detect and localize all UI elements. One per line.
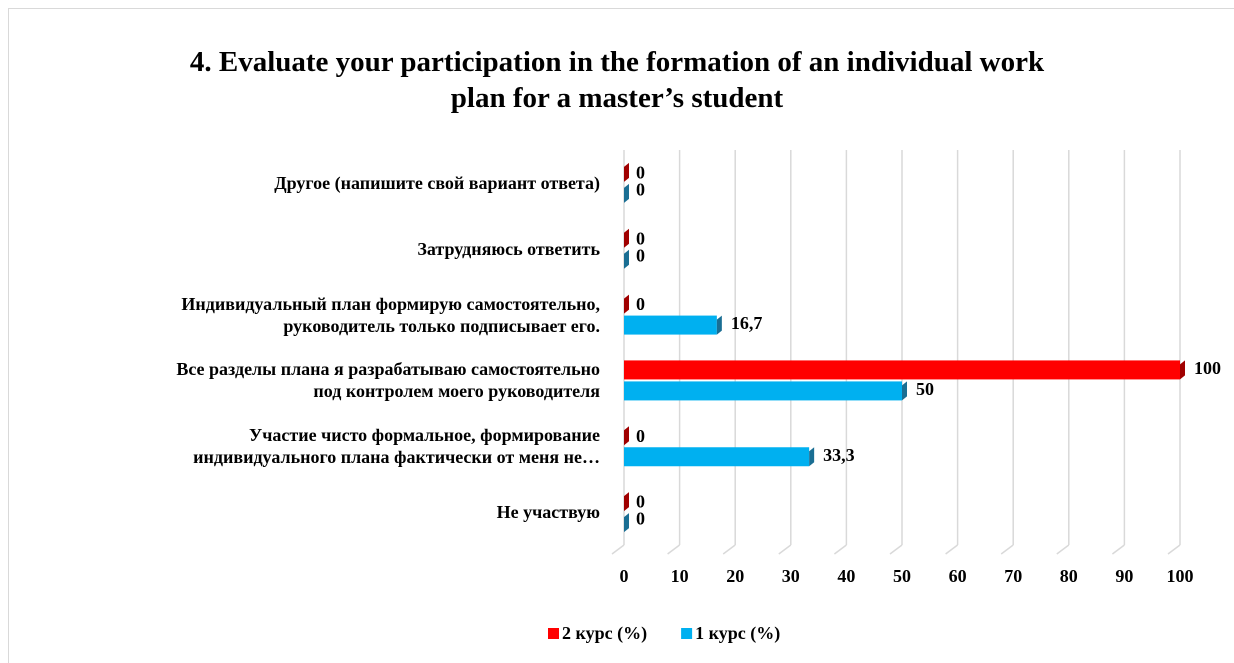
grid-floor <box>1000 544 1014 555</box>
category-label: Другое (напишите свой вариант ответа) <box>274 172 600 193</box>
x-tick-label: 70 <box>1004 566 1022 586</box>
legend-swatch <box>548 628 559 639</box>
data-label: 33,3 <box>823 445 855 465</box>
grid-floor <box>1111 544 1125 555</box>
data-label: 50 <box>916 379 934 399</box>
bar <box>624 447 810 467</box>
data-label: 0 <box>636 509 645 529</box>
x-tick-label: 100 <box>1167 566 1194 586</box>
grid-floor <box>945 544 959 555</box>
data-label: 0 <box>636 245 645 265</box>
x-tick-label: 20 <box>726 566 744 586</box>
x-tick-label: 0 <box>620 566 629 586</box>
category-label: Все разделы плана я разрабатываю самосто… <box>176 359 600 402</box>
grid-floor <box>1167 544 1181 555</box>
bar-side <box>902 381 907 401</box>
grid-floor <box>722 544 736 555</box>
legend-label: 1 курс (%) <box>695 623 780 644</box>
data-label: 100 <box>1194 358 1221 378</box>
bar-side <box>624 426 629 446</box>
data-label: 0 <box>636 228 645 248</box>
data-label: 0 <box>636 180 645 200</box>
chart-frame <box>8 8 1234 663</box>
bar-side <box>624 294 629 314</box>
grid-floor <box>778 544 792 555</box>
grid-floor <box>1056 544 1070 555</box>
data-label: 0 <box>636 426 645 446</box>
data-label: 16,7 <box>731 313 763 333</box>
bar-side <box>809 447 815 467</box>
legend-swatch <box>681 628 693 639</box>
bar-side <box>624 183 629 203</box>
bar-side <box>716 315 722 335</box>
data-label: 0 <box>636 294 645 314</box>
data-label: 0 <box>636 163 645 183</box>
category-label: Индивидуальный план формирую самостоятел… <box>181 293 600 336</box>
bar <box>624 381 902 401</box>
grid-floor <box>667 544 681 555</box>
x-tick-label: 90 <box>1115 566 1133 586</box>
bar-side <box>624 162 629 182</box>
grid-floor <box>611 544 625 555</box>
grid-floor <box>889 544 903 555</box>
chart-title: 4. Evaluate your participation in the fo… <box>189 46 1045 114</box>
x-tick-label: 80 <box>1060 566 1078 586</box>
x-tick-label: 30 <box>782 566 800 586</box>
bar-side <box>624 228 629 248</box>
bar-side <box>624 492 629 512</box>
bar-side <box>1180 360 1185 380</box>
x-tick-label: 50 <box>893 566 911 586</box>
data-label: 0 <box>636 492 645 512</box>
category-label: Затрудняюсь ответить <box>417 238 600 259</box>
x-tick-label: 60 <box>949 566 967 586</box>
grid-floor <box>833 544 847 555</box>
bar-side <box>624 249 629 269</box>
legend-label: 2 курс (%) <box>562 623 647 644</box>
bar <box>624 315 717 335</box>
bar-side <box>624 513 629 533</box>
bar <box>624 360 1180 380</box>
category-label: Не участвую <box>496 502 600 523</box>
x-tick-label: 40 <box>837 566 855 586</box>
x-tick-label: 10 <box>671 566 689 586</box>
category-label: Участие чисто формальное, формирование и… <box>193 425 600 468</box>
